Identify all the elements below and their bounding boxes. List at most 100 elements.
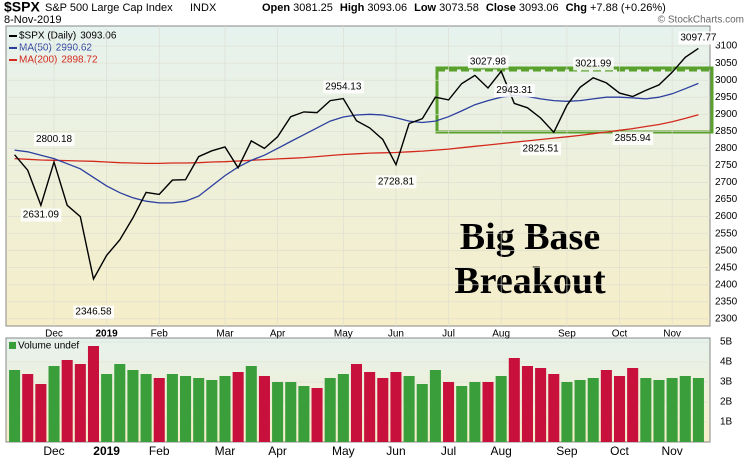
volume-bar bbox=[403, 376, 415, 442]
annotation: 2825.51 bbox=[523, 143, 560, 154]
volume-bar bbox=[245, 366, 257, 442]
volume-bar bbox=[429, 370, 441, 442]
volume-legend: Volume undef bbox=[18, 341, 79, 352]
y-tick-label: 2550 bbox=[715, 228, 738, 239]
x-tick-label: Mar bbox=[216, 329, 234, 340]
annotation-box bbox=[494, 84, 535, 98]
y-tick-label: 2950 bbox=[715, 92, 738, 103]
volume-bar bbox=[232, 372, 244, 442]
x-tick-label: May bbox=[334, 329, 353, 340]
volume-bar bbox=[508, 358, 520, 442]
volume-bar bbox=[692, 378, 704, 442]
series-line bbox=[14, 82, 699, 204]
annotation: 3097.77 bbox=[680, 32, 717, 43]
volume-bar bbox=[180, 376, 192, 442]
volume-bar bbox=[206, 380, 218, 442]
volume-bar bbox=[390, 372, 402, 442]
volume-bar bbox=[574, 380, 586, 442]
legend-value: 2990.62 bbox=[56, 43, 93, 54]
y-tick-label: 2750 bbox=[715, 160, 738, 171]
annotation-box bbox=[375, 175, 417, 189]
y-tick-label: 2600 bbox=[715, 211, 738, 222]
quote-label: High bbox=[340, 2, 365, 14]
volume-bar bbox=[114, 364, 126, 442]
legend-label: MA(200) bbox=[19, 55, 57, 66]
y-tick-label: 2850 bbox=[715, 126, 738, 137]
annotation: 2728.81 bbox=[378, 176, 415, 187]
x-tick-label: Nov bbox=[661, 444, 682, 458]
annotation-box bbox=[20, 208, 62, 222]
volume-bar bbox=[416, 384, 428, 442]
x-tick-label: Nov bbox=[663, 329, 681, 340]
x-tick-label: 2019 bbox=[96, 329, 119, 340]
quote-value: 3073.58 bbox=[439, 2, 479, 14]
series-line bbox=[14, 47, 699, 281]
volume-bar bbox=[272, 382, 284, 442]
volume-bar bbox=[482, 382, 494, 442]
annotation-box bbox=[33, 132, 75, 146]
y-tick-label: 3B bbox=[720, 377, 733, 388]
exchange: INDX bbox=[190, 2, 217, 14]
series-line bbox=[14, 114, 699, 165]
x-tick-label: Jul bbox=[441, 444, 456, 458]
volume-bar bbox=[298, 386, 310, 442]
symbol: $SPX bbox=[4, 0, 40, 15]
y-tick-label: 2B bbox=[720, 397, 733, 408]
y-tick-label: 2350 bbox=[715, 296, 738, 307]
y-tick-label: 1B bbox=[720, 417, 733, 428]
annotation: 2943.31 bbox=[496, 85, 533, 96]
x-tick-label: Sep bbox=[556, 444, 578, 458]
volume-bar bbox=[61, 360, 73, 442]
volume-bar bbox=[535, 368, 547, 442]
volume-bar bbox=[443, 382, 455, 442]
x-tick-label: 2019 bbox=[93, 444, 120, 458]
annotation-box bbox=[612, 131, 654, 145]
quote-label: Low bbox=[414, 2, 436, 14]
annotation-box bbox=[467, 55, 509, 69]
volume-bar bbox=[521, 366, 533, 442]
y-tick-label: 2500 bbox=[715, 245, 738, 256]
x-tick-label: Aug bbox=[492, 329, 510, 340]
quote-value: +7.88 (+0.26%) bbox=[590, 2, 666, 14]
volume-bar bbox=[101, 374, 113, 442]
volume-bar bbox=[219, 376, 231, 442]
volume-bar bbox=[166, 374, 178, 442]
volume-bar bbox=[561, 382, 573, 442]
y-tick-label: 3000 bbox=[715, 75, 738, 86]
annotation: 3021.99 bbox=[575, 58, 612, 69]
x-tick-label: Dec bbox=[43, 444, 64, 458]
legend-label: MA(50) bbox=[19, 43, 52, 54]
legend-value: 3093.06 bbox=[80, 31, 117, 42]
price-panel bbox=[5, 25, 711, 327]
volume-bar bbox=[350, 364, 363, 442]
x-tick-label: Sep bbox=[558, 329, 576, 340]
legend-value: 2898.72 bbox=[61, 55, 98, 66]
quote-value: 3093.06 bbox=[519, 2, 559, 14]
date: 8-Nov-2019 bbox=[4, 14, 61, 26]
volume-bar bbox=[48, 366, 60, 442]
y-tick-label: 5B bbox=[720, 337, 733, 348]
volume-bar bbox=[456, 386, 468, 442]
quote-label: Open bbox=[262, 2, 290, 14]
volume-bar bbox=[285, 382, 297, 442]
x-tick-label: Jun bbox=[388, 329, 404, 340]
x-tick-label: Oct bbox=[610, 444, 629, 458]
quote-value: 3081.25 bbox=[293, 2, 333, 14]
quote-label: Chg bbox=[566, 2, 587, 14]
volume-bar bbox=[469, 382, 481, 442]
volume-bar bbox=[324, 378, 336, 442]
annotation: 2800.18 bbox=[36, 134, 73, 145]
volume-bar bbox=[548, 374, 560, 442]
y-tick-label: 2650 bbox=[715, 194, 738, 205]
y-tick-label: 2300 bbox=[715, 314, 738, 325]
volume-bar bbox=[640, 378, 652, 442]
volume-bar bbox=[311, 388, 323, 442]
volume-bar bbox=[679, 376, 691, 442]
x-tick-label: Feb bbox=[151, 329, 169, 340]
legend-label: $SPX (Daily) bbox=[19, 31, 76, 42]
x-tick-label: Jul bbox=[442, 329, 455, 340]
volume-bar bbox=[140, 374, 152, 442]
y-tick-label: 2700 bbox=[715, 177, 738, 188]
volume-bar bbox=[653, 380, 665, 442]
